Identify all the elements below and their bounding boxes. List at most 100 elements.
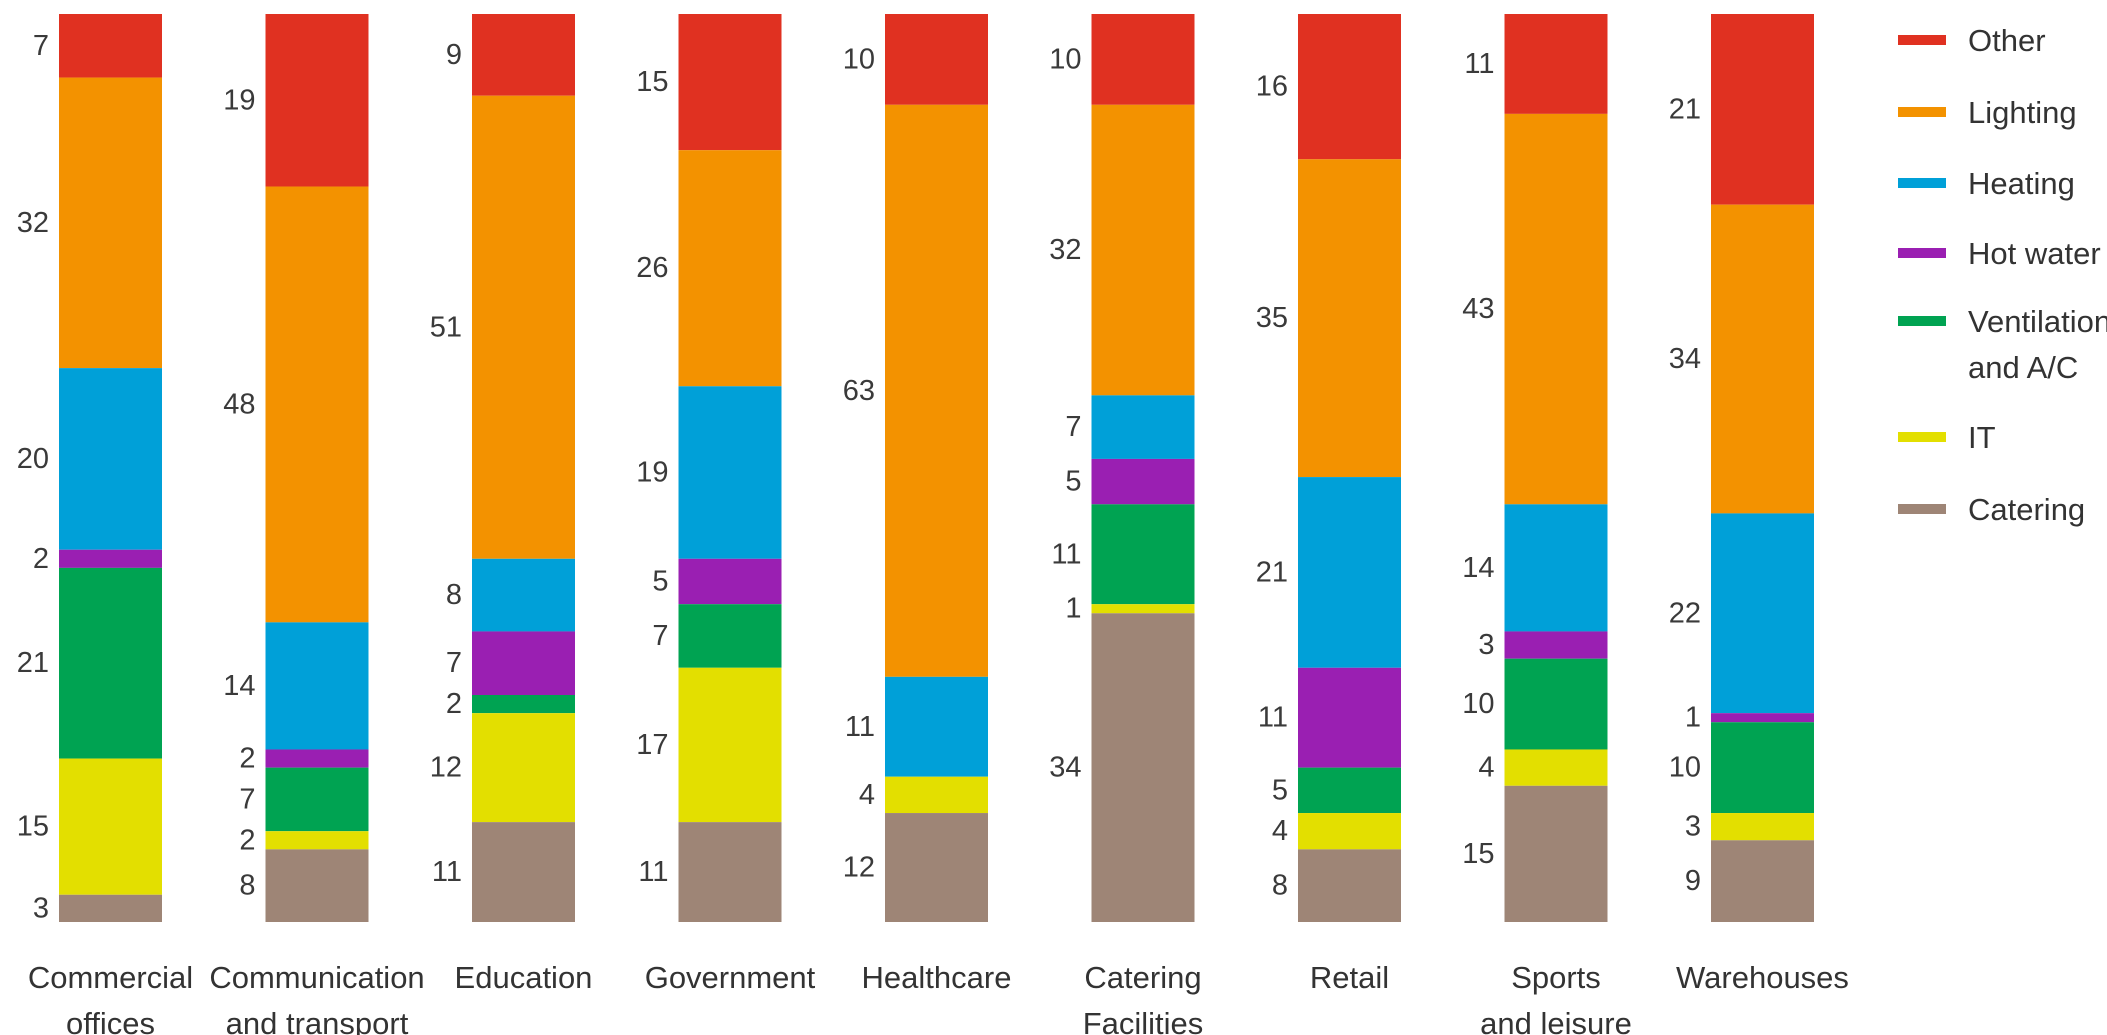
bar-segment (472, 14, 575, 96)
data-label: 7 (446, 647, 462, 679)
data-label: 32 (17, 207, 49, 239)
bar-segment (1504, 113, 1608, 505)
category-label-line: Communication (209, 960, 424, 995)
data-label: 4 (1272, 815, 1288, 847)
data-label: 1 (1685, 702, 1701, 734)
bar-segment (1711, 713, 1814, 723)
bar-segment (885, 813, 988, 922)
bar-segment (1711, 14, 1814, 205)
category-label-line: Commercial (28, 960, 193, 995)
bar-segment (1091, 504, 1195, 605)
bar-segment (885, 676, 988, 777)
data-label: 19 (636, 457, 668, 489)
category-label-line: Education (455, 960, 593, 995)
data-label: 7 (239, 783, 255, 815)
bar-segment (59, 14, 162, 78)
legend-label: Other (1968, 23, 2046, 58)
data-label: 9 (446, 39, 462, 71)
bar-segment (265, 749, 369, 768)
data-label: 12 (430, 752, 462, 784)
category-labels-layer: Commercial offices Communication and transp… (28, 960, 1849, 1035)
bar-segment (1091, 14, 1195, 105)
bar-segment (59, 567, 162, 759)
category-label-line: and transport (226, 1006, 409, 1035)
category-label-line: Sports (1511, 960, 1601, 995)
data-label: 10 (1049, 43, 1081, 75)
legend-label-line: Ventilation (1968, 304, 2107, 339)
bar-segment (1504, 14, 1608, 114)
bars-layer (59, 14, 1814, 922)
bar-segment (59, 368, 162, 550)
data-label: 14 (1462, 552, 1494, 584)
category-label: Retail (1310, 960, 1389, 995)
bar-segment (265, 186, 369, 623)
data-label: 11 (1464, 48, 1494, 80)
bar-segment (1711, 204, 1814, 514)
bar-segment (1298, 14, 1401, 160)
data-label: 11 (1051, 538, 1081, 570)
data-label: 35 (1256, 302, 1288, 334)
bar-segment (472, 695, 575, 714)
data-label: 2 (446, 688, 462, 720)
data-label: 8 (239, 870, 255, 902)
bar-segment (1298, 159, 1401, 478)
data-label: 2 (239, 743, 255, 775)
data-label: 7 (1065, 411, 1081, 443)
bar-segment (1298, 767, 1401, 814)
bar-segment (885, 104, 988, 677)
bar-segment (265, 849, 369, 922)
data-label: 5 (652, 566, 668, 598)
bar-segment (1091, 395, 1195, 459)
category-label-line: Facilities (1083, 1006, 1204, 1035)
data-label: 10 (1669, 752, 1701, 784)
data-label: 15 (636, 66, 668, 98)
bar-segment (1298, 667, 1401, 768)
category-label-line: Catering (1084, 960, 1201, 995)
data-label: 5 (1065, 466, 1081, 498)
bar-segment (1091, 604, 1195, 614)
data-label: 2 (33, 543, 49, 575)
data-label: 4 (859, 779, 875, 811)
category-label-line: Healthcare (862, 960, 1012, 995)
data-label: 11 (432, 856, 462, 888)
data-label: 11 (638, 856, 668, 888)
category-label-line: and leisure (1480, 1006, 1632, 1035)
data-label: 17 (636, 729, 668, 761)
data-label: 7 (33, 30, 49, 62)
bar-segment (1091, 104, 1195, 396)
bar-segment (1091, 458, 1195, 505)
bar-segment (1091, 613, 1195, 922)
segment-labels-layer: 7322022115319481427289518721211152619571… (17, 30, 1701, 925)
legend-label: Ventilation and A/C (1968, 304, 2107, 385)
data-label: 9 (1685, 865, 1701, 897)
data-label: 3 (1685, 811, 1701, 843)
bar-segment (678, 386, 782, 559)
data-label: 21 (1256, 556, 1288, 588)
legend-label-line: Lighting (1968, 95, 2077, 130)
data-label: 32 (1049, 234, 1081, 266)
legend-label: Catering (1968, 492, 2085, 527)
bar-segment (678, 150, 782, 387)
bar-segment (1504, 631, 1608, 659)
data-label: 10 (843, 43, 875, 75)
data-label: 43 (1462, 293, 1494, 325)
bar-segment (472, 631, 575, 695)
bar-segment (59, 894, 162, 922)
legend-label-line: Heating (1968, 166, 2075, 201)
bar-segment (1711, 513, 1814, 714)
data-label: 8 (1272, 870, 1288, 902)
data-label: 21 (17, 647, 49, 679)
data-label: 5 (1272, 774, 1288, 806)
category-label: Government (645, 960, 816, 995)
category-label: Warehouses (1676, 960, 1849, 995)
legend-label: Heating (1968, 166, 2075, 201)
data-label: 63 (843, 375, 875, 407)
category-label: Sports and leisure (1480, 960, 1632, 1035)
category-label-line: Warehouses (1676, 960, 1849, 995)
bar-segment (1298, 849, 1401, 922)
data-label: 3 (33, 892, 49, 924)
data-label: 14 (223, 670, 255, 702)
bar-segment (1504, 785, 1608, 922)
bar-segment (1711, 813, 1814, 841)
